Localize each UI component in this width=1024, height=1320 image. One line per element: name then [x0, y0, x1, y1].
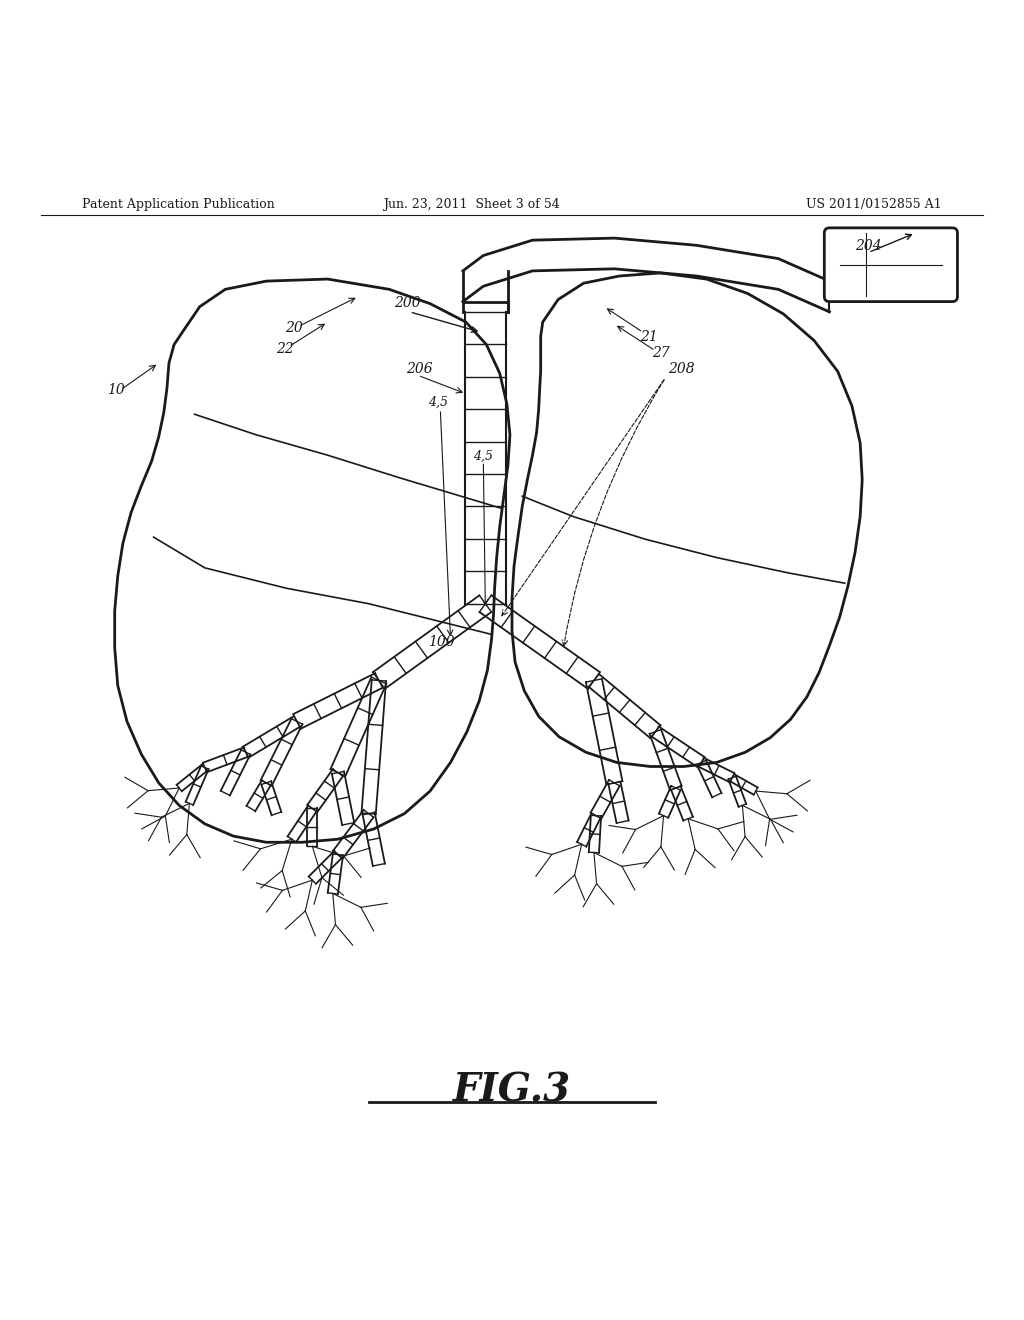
- Text: US 2011/0152855 A1: US 2011/0152855 A1: [807, 198, 942, 211]
- Polygon shape: [115, 279, 510, 842]
- FancyBboxPatch shape: [824, 228, 957, 301]
- Text: 22: 22: [276, 342, 294, 356]
- Text: 204: 204: [855, 239, 882, 253]
- Text: 100: 100: [428, 635, 455, 648]
- Text: Jun. 23, 2011  Sheet 3 of 54: Jun. 23, 2011 Sheet 3 of 54: [383, 198, 559, 211]
- Text: 206: 206: [407, 362, 433, 376]
- Text: Patent Application Publication: Patent Application Publication: [82, 198, 274, 211]
- Text: 20: 20: [285, 321, 302, 335]
- Text: 10: 10: [108, 383, 125, 397]
- Text: 200: 200: [394, 296, 421, 310]
- Text: 4,5: 4,5: [473, 449, 494, 462]
- Polygon shape: [512, 273, 862, 767]
- Text: 4,5: 4,5: [428, 396, 449, 409]
- Text: 27: 27: [652, 346, 670, 360]
- Text: 208: 208: [668, 362, 694, 376]
- Text: 21: 21: [640, 330, 657, 343]
- Text: FIG.3: FIG.3: [453, 1071, 571, 1109]
